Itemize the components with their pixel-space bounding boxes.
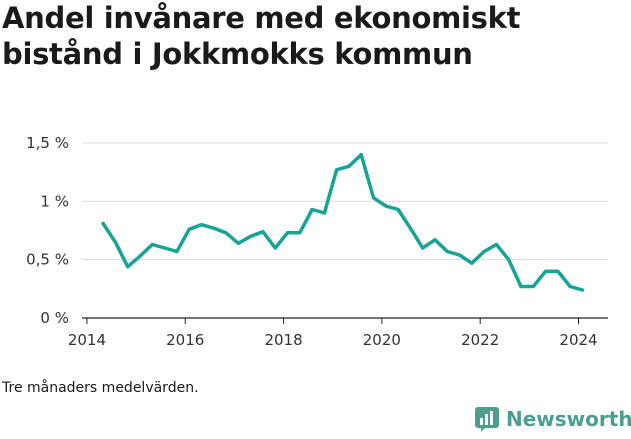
data-point [580,288,585,292]
data-point [445,249,449,254]
data-point [298,231,302,235]
newsworthy-brand[interactable]: Newsworthy [474,406,631,432]
data-point [359,153,363,157]
data-point [322,211,326,215]
data-point [494,242,499,247]
y-axis-ticks: 0 % 0,5 % 1 % 1,5 % [26,134,69,327]
data-point [261,230,265,234]
data-point [556,269,560,273]
series-line [101,152,585,292]
data-point [224,231,228,235]
data-point [568,284,572,289]
data-point [212,226,216,230]
data-point [101,221,105,226]
data-point [384,204,388,208]
chart-title: Andel invånare med ekonomiskt bistånd i … [2,1,521,71]
newsworthy-logo-icon [475,407,499,432]
y-tick-label: 0 % [40,309,69,327]
data-point [187,227,191,231]
data-point [285,231,290,235]
data-point [396,207,400,212]
data-point [470,261,474,265]
x-tick-label: 2022 [461,331,499,349]
data-point [175,249,179,254]
data-point [421,246,425,250]
data-point [507,258,511,262]
data-point [150,242,154,247]
data-point [543,269,548,273]
data-point [347,164,351,168]
x-tick-label: 2016 [166,331,204,349]
data-point [371,196,376,200]
brand-name: Newsworthy [506,407,631,431]
data-point [126,265,130,269]
x-axis-ticks: 2014 2016 2018 2020 2022 2024 [68,318,598,349]
series-layer [101,152,585,292]
data-point [457,253,462,257]
data-point [335,168,339,172]
data-point [482,249,486,254]
data-point [531,284,535,289]
y-tick-label: 1,5 % [26,134,69,152]
x-tick-label: 2024 [559,331,597,349]
data-point [138,254,142,258]
data-point [199,223,204,227]
data-point [113,240,118,244]
x-tick-label: 2018 [264,331,302,349]
chart-caption: Tre månaders medelvärden. [2,380,199,396]
data-point [408,226,412,230]
data-point [273,246,277,250]
data-point [433,238,437,242]
data-point [310,207,314,212]
grid-lines [82,142,608,319]
y-tick-label: 1 % [40,192,69,210]
x-tick-label: 2014 [68,331,106,349]
data-point [519,284,523,289]
x-tick-label: 2020 [363,331,401,349]
data-point [162,246,167,250]
y-tick-label: 0,5 % [26,251,69,269]
data-point [249,234,253,238]
data-point [236,241,240,245]
line-chart: 0 % 0,5 % 1 % 1,5 % 2014 2016 2018 2020 2022 202… [26,134,608,349]
